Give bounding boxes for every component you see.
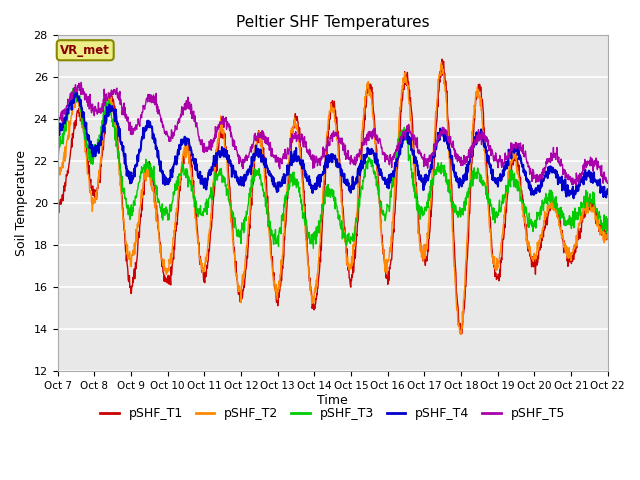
- pSHF_T5: [238, 160, 246, 166]
- pSHF_T4: [163, 177, 171, 183]
- Line: pSHF_T2: pSHF_T2: [58, 62, 608, 334]
- pSHF_T3: [177, 172, 184, 178]
- pSHF_T1: [54, 194, 61, 200]
- pSHF_T2: [54, 169, 61, 175]
- Title: Peltier SHF Temperatures: Peltier SHF Temperatures: [236, 15, 429, 30]
- pSHF_T4: [177, 146, 184, 152]
- Line: pSHF_T1: pSHF_T1: [58, 59, 608, 334]
- pSHF_T1: [237, 297, 245, 303]
- pSHF_T2: [457, 331, 465, 337]
- pSHF_T3: [72, 84, 80, 90]
- pSHF_T2: [163, 272, 170, 277]
- pSHF_T1: [438, 56, 446, 62]
- pSHF_T3: [540, 200, 547, 206]
- pSHF_T4: [490, 175, 498, 180]
- pSHF_T4: [539, 176, 547, 182]
- pSHF_T1: [540, 226, 547, 232]
- pSHF_T2: [418, 251, 426, 257]
- pSHF_T2: [604, 230, 612, 236]
- pSHF_T5: [177, 114, 184, 120]
- pSHF_T5: [539, 167, 547, 172]
- pSHF_T3: [491, 215, 499, 220]
- pSHF_T2: [491, 254, 499, 260]
- pSHF_T4: [419, 178, 426, 184]
- pSHF_T5: [572, 182, 580, 188]
- Line: pSHF_T3: pSHF_T3: [58, 87, 608, 249]
- pSHF_T4: [54, 129, 61, 135]
- pSHF_T5: [163, 129, 171, 135]
- Legend: pSHF_T1, pSHF_T2, pSHF_T3, pSHF_T4, pSHF_T5: pSHF_T1, pSHF_T2, pSHF_T3, pSHF_T4, pSHF…: [95, 402, 570, 425]
- pSHF_T3: [419, 213, 426, 219]
- pSHF_T5: [419, 154, 426, 160]
- pSHF_T2: [237, 285, 245, 291]
- pSHF_T5: [54, 121, 61, 127]
- pSHF_T1: [491, 263, 499, 269]
- pSHF_T5: [604, 180, 612, 186]
- Text: VR_met: VR_met: [60, 44, 110, 57]
- pSHF_T3: [54, 148, 61, 154]
- pSHF_T3: [238, 220, 246, 226]
- Y-axis label: Soil Temperature: Soil Temperature: [15, 150, 28, 256]
- pSHF_T5: [77, 80, 85, 85]
- pSHF_T1: [418, 254, 426, 260]
- Line: pSHF_T4: pSHF_T4: [58, 90, 608, 198]
- pSHF_T3: [604, 228, 612, 233]
- pSHF_T5: [490, 158, 498, 164]
- pSHF_T4: [604, 186, 612, 192]
- pSHF_T3: [310, 246, 317, 252]
- pSHF_T2: [176, 182, 184, 188]
- Line: pSHF_T5: pSHF_T5: [58, 83, 608, 185]
- pSHF_T1: [604, 234, 612, 240]
- pSHF_T4: [238, 181, 246, 187]
- pSHF_T4: [72, 87, 80, 93]
- pSHF_T4: [570, 195, 577, 201]
- X-axis label: Time: Time: [317, 394, 348, 407]
- pSHF_T2: [438, 60, 445, 65]
- pSHF_T1: [176, 179, 184, 185]
- pSHF_T2: [540, 227, 547, 232]
- pSHF_T3: [163, 206, 171, 212]
- pSHF_T1: [163, 277, 170, 283]
- pSHF_T1: [458, 331, 465, 336]
